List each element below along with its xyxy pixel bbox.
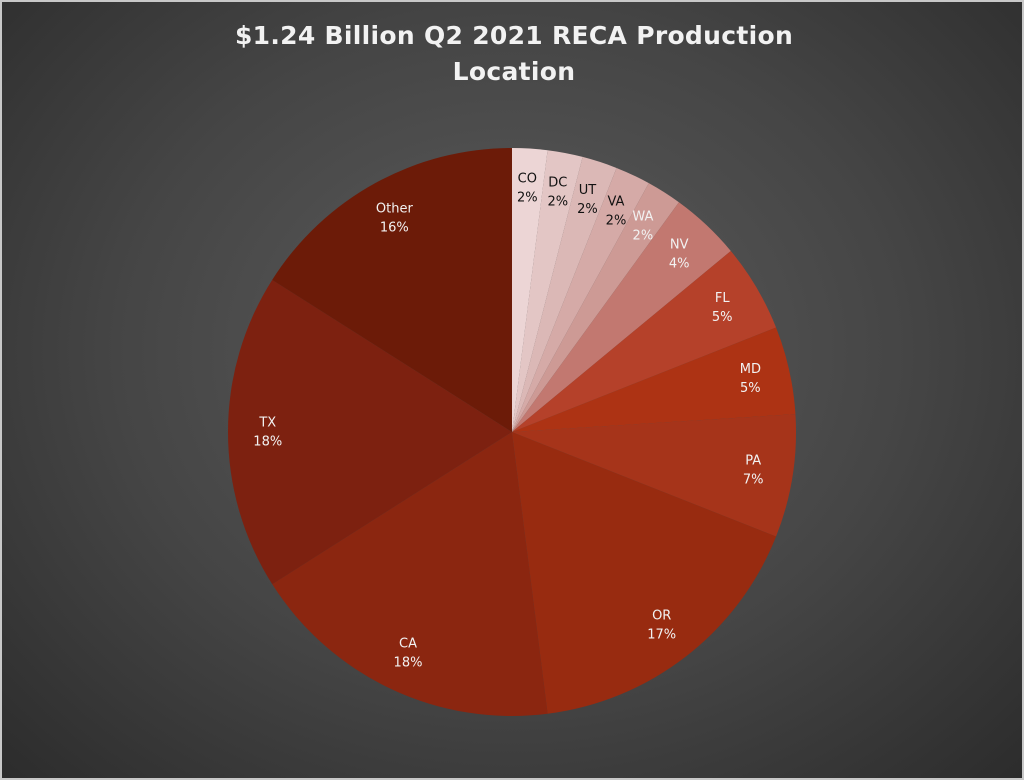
pie-slice (512, 327, 796, 432)
slice-label: PA (745, 454, 761, 469)
pie-slice (228, 279, 512, 585)
pie-slice (272, 432, 548, 716)
slice-label: TX (258, 416, 276, 431)
slice-label: UT (579, 183, 597, 198)
slice-label: OR (652, 608, 671, 623)
pie-slice (512, 432, 777, 714)
value-label: 4% (669, 256, 690, 271)
pie-slice (512, 156, 617, 433)
pie-slice (512, 167, 649, 432)
pie-slice (512, 414, 796, 537)
value-label: 18% (394, 655, 423, 670)
value-label: 16% (380, 220, 409, 235)
slice-label: CA (399, 636, 417, 651)
slice-label: NV (670, 237, 689, 252)
slice-label: MD (740, 362, 761, 377)
slice-label: FL (715, 291, 730, 306)
pie-slice (272, 148, 512, 432)
value-label: 7% (743, 473, 764, 488)
chart-title: $1.24 Billion Q2 2021 RECA Production Lo… (234, 21, 794, 86)
pie-slice (512, 148, 548, 432)
value-label: 5% (712, 310, 733, 325)
pie-slice (512, 183, 679, 432)
slice-label: WA (632, 209, 653, 224)
slice-label: Other (376, 201, 414, 216)
value-label: 2% (606, 214, 627, 229)
value-label: 17% (647, 627, 676, 642)
value-label: 18% (253, 435, 282, 450)
value-label: 2% (577, 202, 598, 217)
pie-slice (512, 150, 583, 432)
pie-slice (512, 250, 777, 432)
value-label: 2% (547, 195, 568, 210)
value-label: 2% (517, 191, 538, 206)
value-label: 5% (740, 381, 761, 396)
slice-label: DC (548, 176, 567, 191)
pie-slice (512, 202, 731, 432)
value-label: 2% (633, 228, 654, 243)
slice-label: CO (518, 172, 537, 187)
slice-label: VA (608, 195, 625, 210)
